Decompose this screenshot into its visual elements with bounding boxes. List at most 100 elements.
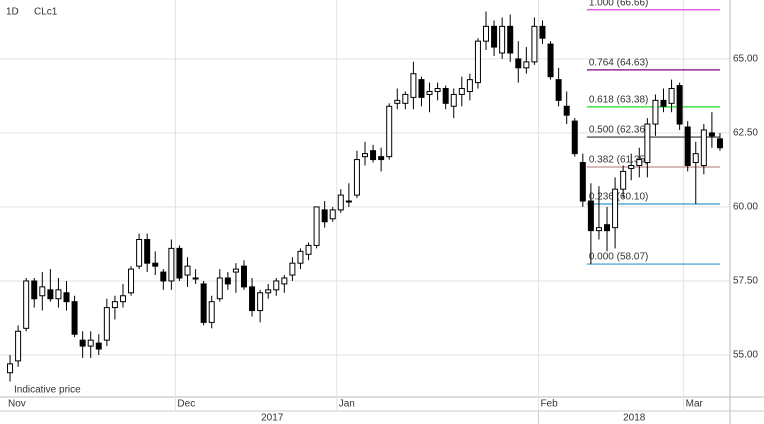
candle-body: [160, 271, 167, 282]
x-tick-label: Jan: [339, 399, 355, 410]
candle-body: [539, 25, 546, 39]
candle-body: [321, 209, 328, 223]
candle-body: [87, 339, 94, 347]
x-tick-label: Nov: [8, 399, 26, 410]
candle-body: [47, 289, 54, 300]
candle-body: [144, 239, 151, 264]
candle-body: [684, 126, 691, 166]
candle-body: [474, 40, 481, 84]
candle-body: [499, 25, 506, 54]
fib-label: 0.382 (61.35): [589, 155, 649, 166]
candle-body: [410, 73, 417, 98]
candle-body: [265, 289, 272, 294]
x-tick-label: Mar: [686, 399, 704, 410]
fib-label: 0.000 (58.07): [589, 252, 649, 263]
candle-body: [402, 93, 409, 104]
candle-body: [200, 283, 207, 323]
candle-body: [297, 250, 304, 264]
candle-body: [281, 277, 288, 285]
candle-body: [79, 339, 86, 347]
candle-body: [184, 265, 191, 276]
candle-body: [531, 25, 538, 63]
fib-label: 0.236 (60.10): [589, 192, 649, 203]
candle-body: [7, 363, 14, 374]
candle-body: [547, 43, 554, 78]
candle-body: [386, 105, 393, 158]
interval: 1D: [6, 7, 19, 18]
candle-body: [192, 277, 199, 280]
fib-label: 0.500 (62.36): [589, 125, 649, 136]
y-tick-label: 62.50: [733, 128, 758, 139]
candle-body: [176, 247, 183, 279]
candle-body: [716, 138, 723, 149]
candle-body: [394, 99, 401, 104]
candle-body: [152, 262, 159, 267]
candle-body: [612, 188, 619, 229]
candle-body: [555, 79, 562, 101]
candle-body: [111, 301, 118, 309]
note: Indicative price: [14, 385, 81, 396]
symbol: CLc1: [34, 7, 58, 18]
candle-body: [95, 342, 102, 350]
y-tick-label: 60.00: [733, 202, 758, 213]
candle-body: [628, 164, 635, 169]
candle-body: [103, 307, 110, 341]
candle-body: [232, 268, 239, 273]
candle-body: [563, 105, 570, 116]
candle-body: [676, 85, 683, 125]
candle-body: [652, 99, 659, 125]
candle-body: [55, 289, 62, 300]
candle-body: [119, 295, 126, 303]
candle-body: [466, 79, 473, 92]
candle-body: [458, 88, 465, 95]
candle-body: [313, 206, 320, 246]
candle-body: [345, 200, 352, 203]
candle-body: [434, 88, 441, 92]
candle-body: [604, 224, 611, 232]
candle-body: [378, 156, 385, 161]
candle-body: [579, 162, 586, 202]
candle-body: [289, 262, 296, 276]
candle-body: [523, 61, 530, 69]
candle-body: [483, 25, 490, 42]
candle-body: [15, 330, 22, 362]
fib-label: 1.000 (66.66): [589, 0, 649, 8]
x-tick-label: Dec: [177, 399, 195, 410]
candle-body: [644, 123, 651, 164]
candle-body: [63, 292, 70, 303]
candle-body: [587, 200, 594, 232]
candle-body: [136, 239, 143, 267]
candle-body: [249, 286, 256, 312]
candle-body: [337, 194, 344, 211]
candle-body: [370, 150, 377, 161]
candle-body: [507, 25, 514, 54]
candle-body: [23, 280, 30, 329]
y-tick-label: 65.00: [733, 54, 758, 65]
y-tick-label: 57.50: [733, 276, 758, 287]
candle-body: [329, 209, 336, 220]
candle-body: [305, 244, 312, 255]
candle-body: [660, 99, 667, 107]
fib-label: 0.764 (64.63): [589, 58, 649, 69]
x-tick-label: Feb: [540, 399, 558, 410]
candle-body: [273, 280, 280, 291]
candle-body: [240, 265, 247, 288]
candle-body: [168, 247, 175, 282]
fib-label: 0.618 (63.38): [589, 95, 649, 106]
year-label: 2018: [623, 413, 646, 424]
candle-body: [128, 268, 135, 294]
year-label: 2017: [261, 413, 284, 424]
candle-body: [208, 301, 215, 323]
candle-body: [636, 159, 643, 166]
candle-body: [362, 153, 368, 158]
candle-body: [257, 292, 264, 312]
candle-body: [515, 58, 522, 69]
y-tick-label: 55.00: [733, 350, 758, 361]
candle-body: [571, 120, 578, 155]
candle-body: [700, 129, 707, 166]
candle-body: [442, 88, 449, 104]
candle-body: [418, 79, 425, 98]
candle-body: [692, 153, 699, 164]
candle-body: [216, 277, 223, 300]
